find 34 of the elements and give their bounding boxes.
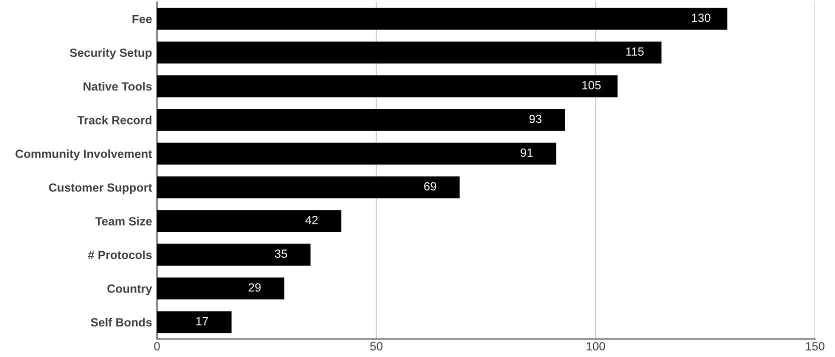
y-tick-label: Team Size [95, 216, 152, 226]
y-tick-label: Country [107, 284, 152, 296]
data-label: 35 [274, 250, 288, 258]
bar [157, 244, 311, 266]
bar [157, 210, 342, 232]
data-label: 115 [626, 47, 644, 56]
y-tick-label: Fee [132, 15, 152, 24]
data-label: 130 [692, 14, 710, 22]
bar [157, 311, 232, 334]
bar [157, 42, 662, 64]
y-tick-label: Track Record [77, 116, 152, 124]
y-tick-label: Security Setup [70, 48, 152, 60]
bar [157, 142, 556, 165]
x-tick-label: 0 [154, 342, 160, 350]
y-tick-label: Customer Support [49, 183, 152, 194]
data-label: 91 [520, 148, 533, 157]
data-label: 42 [305, 216, 318, 224]
data-label: 93 [529, 114, 542, 124]
y-tick-label: # Protocols [88, 250, 152, 260]
data-label: 69 [424, 182, 436, 191]
x-tick-label: 150 [806, 342, 824, 350]
bar [157, 277, 284, 300]
y-tick-label: Self Bonds [90, 318, 152, 327]
data-label: 105 [582, 81, 601, 90]
bar [157, 176, 460, 198]
data-label: 17 [196, 317, 208, 326]
data-label: 29 [248, 283, 261, 292]
y-tick-label: Native Tools [84, 82, 152, 91]
x-tick-label: 100 [586, 342, 606, 350]
bar [157, 75, 618, 98]
bar [157, 108, 565, 131]
y-tick-label: Community Involvement [16, 149, 152, 160]
bar [157, 8, 728, 30]
x-tick-label: 50 [370, 342, 382, 350]
